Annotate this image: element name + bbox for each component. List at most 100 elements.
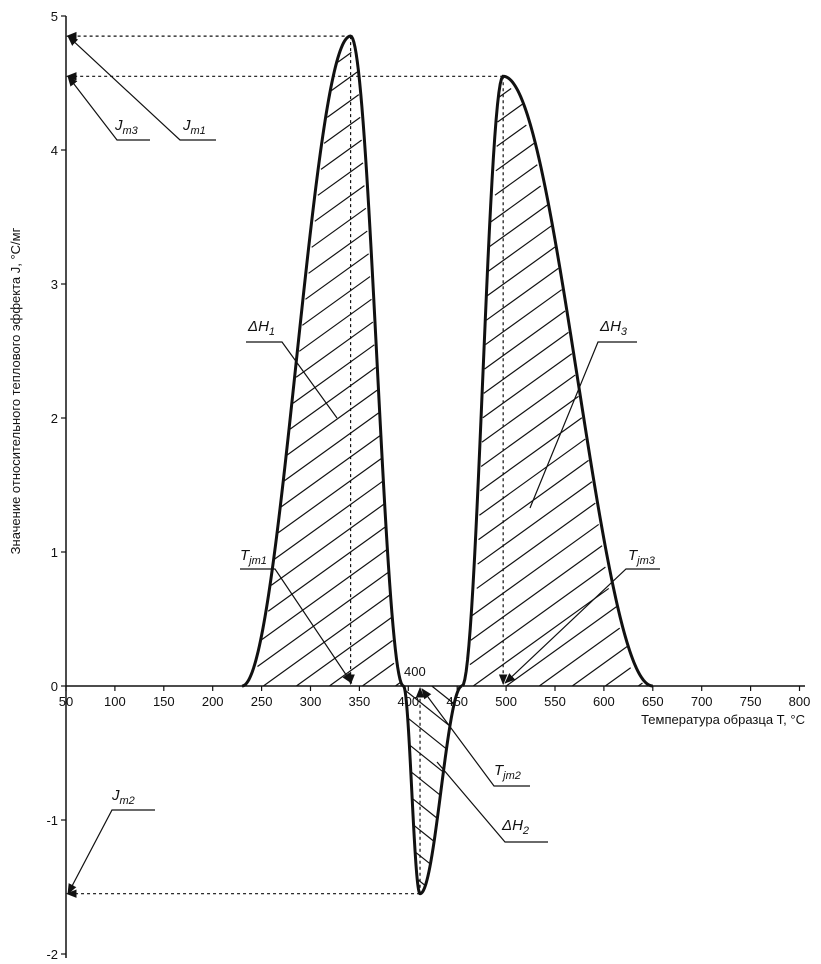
hatch-line	[494, 164, 538, 196]
x-tick-label: 400	[397, 694, 419, 709]
hatch-line	[471, 523, 600, 617]
hatch-line	[486, 267, 559, 321]
hatch-line	[323, 116, 361, 144]
curve-layer	[241, 34, 653, 896]
hatch-layer	[257, 51, 643, 886]
hatch-line	[329, 640, 393, 687]
hatch-line	[604, 667, 632, 687]
peak-curve-3	[460, 74, 653, 688]
hatch-line	[470, 545, 603, 641]
hatch-line	[326, 94, 360, 118]
hatch-line	[320, 139, 362, 170]
hatch-line	[415, 851, 431, 865]
tjm3-label: Tjm3	[628, 547, 656, 567]
hatch-line	[270, 503, 385, 586]
hatch-line	[485, 289, 563, 346]
x-axis-label: Температура образца T, °C	[641, 712, 805, 727]
x-tick-label: 350	[349, 694, 371, 709]
hatch-line	[505, 606, 617, 687]
hatch-line	[263, 594, 391, 687]
x-tick-label: 600	[593, 694, 615, 709]
y-tick-label: -1	[46, 813, 58, 828]
hatch-line	[267, 526, 386, 612]
hatch-line	[413, 824, 434, 842]
hatch-line	[486, 246, 556, 297]
y-tick-label: -2	[46, 947, 58, 962]
guide-layer	[65, 31, 508, 899]
hatch-line	[286, 389, 378, 456]
hatch-line	[295, 321, 374, 378]
hatch-line	[481, 374, 576, 443]
hatch-line	[497, 103, 524, 123]
hatch-line	[280, 435, 381, 508]
annotation-layer: Jm1 Jm3 Jm2 ΔH1 ΔH3 ΔH2 Tjm1 Tjm3 Tjm2 400	[67, 35, 660, 895]
hatch-line	[305, 253, 370, 300]
hatch-line	[483, 331, 569, 394]
delta-h2-label: ΔH2	[501, 817, 529, 837]
hatch-line	[277, 458, 382, 534]
y-tick-label: 2	[51, 411, 58, 426]
peak-curve-2	[402, 684, 463, 896]
hatch-line	[257, 571, 389, 667]
y-tick-label: 0	[51, 679, 58, 694]
hatch-line	[409, 744, 443, 772]
hatch-line	[571, 645, 628, 687]
hatch-line	[479, 438, 586, 516]
hatch-line	[337, 51, 352, 63]
hatch-line	[283, 412, 379, 482]
hatch-line	[314, 185, 365, 222]
hatch-line	[317, 162, 364, 196]
tjm2-leader	[421, 688, 530, 787]
y-tick-label: 1	[51, 545, 58, 560]
hatch-line	[298, 298, 372, 352]
x-tick-label: 150	[153, 694, 175, 709]
y-axis-label: Значение относительного теплового эффект…	[8, 227, 23, 554]
jm2-label: Jm2	[111, 787, 135, 807]
x-tick-label: 450	[446, 694, 468, 709]
hatch-line	[407, 717, 447, 749]
hatch-line	[274, 480, 384, 560]
y-tick-label: 4	[51, 143, 58, 158]
tick-400-label: 400	[404, 664, 426, 679]
y-tick-label: 3	[51, 277, 58, 292]
jm3-leader	[67, 75, 150, 141]
hatch-line	[431, 685, 455, 705]
delta-h3-label: ΔH3	[599, 318, 628, 338]
x-tick-label: 700	[691, 694, 713, 709]
hatch-line	[489, 185, 542, 224]
tjm1-leader	[240, 568, 353, 684]
jm1-leader	[67, 35, 216, 141]
hatch-line	[329, 71, 358, 92]
x-tick-label: 200	[202, 694, 224, 709]
hatch-line	[302, 276, 371, 326]
x-tick-label: 300	[300, 694, 322, 709]
jm1-label: Jm1	[182, 117, 206, 137]
x-tick-label: 750	[740, 694, 762, 709]
axes-layer: 50 100 150 200 250 300 350 400 450 500 550 600 650 70…	[8, 9, 810, 962]
jm2-leader	[67, 809, 155, 895]
y-tick-label: 5	[51, 9, 58, 24]
hatch-line	[495, 142, 535, 172]
hatch-line	[469, 566, 606, 666]
hatch-line	[296, 617, 392, 687]
hatch-line	[289, 367, 377, 430]
hatch-line	[484, 310, 566, 370]
hatch-line	[477, 481, 593, 565]
delta-h3-leader	[529, 341, 637, 509]
tjm1-label: Tjm1	[240, 547, 267, 567]
hatch-line	[411, 771, 441, 796]
x-tick-label: 650	[642, 694, 664, 709]
hatch-line	[292, 344, 375, 404]
hatch-line	[479, 417, 583, 492]
hatch-line	[311, 207, 367, 248]
hatch-line	[538, 627, 621, 687]
jm3-label: Jm3	[114, 117, 139, 137]
delta-h1-leader	[246, 341, 338, 419]
hatch-line	[308, 230, 368, 274]
tjm3-leader	[504, 568, 660, 684]
hatch-line	[498, 88, 512, 99]
hatch-line	[487, 225, 552, 272]
hatch-line	[496, 124, 527, 147]
x-tick-label: 550	[544, 694, 566, 709]
